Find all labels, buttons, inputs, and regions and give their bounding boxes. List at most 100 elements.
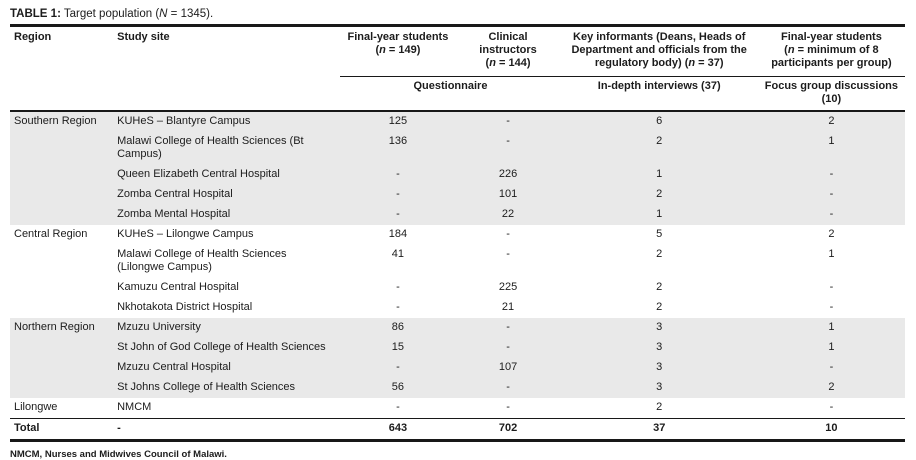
table-footnote: NMCM, Nurses and Midwives Council of Mal… xyxy=(10,449,227,460)
value-cell: - xyxy=(340,358,456,378)
value-cell: 1 xyxy=(757,338,905,358)
study-site-cell: KUHeS – Lilongwe Campus xyxy=(117,228,254,240)
table-row: Malawi College of Health Sciences (Lilon… xyxy=(10,245,905,278)
table-row: Zomba Central Hospital - 101 2 - xyxy=(10,185,905,205)
table-title-text-end: = 1345). xyxy=(167,8,214,20)
value-cell: 2 xyxy=(560,185,758,205)
value-cell: 21 xyxy=(501,301,515,313)
value-cell: 56 xyxy=(340,378,456,398)
value-cell: 2 xyxy=(757,111,905,132)
region-cell xyxy=(10,338,114,358)
value-cell: 86 xyxy=(340,318,456,338)
value-cell: 225 xyxy=(498,281,518,293)
value-cell: - xyxy=(506,248,510,260)
table-row: Malawi College of Health Sciences (Bt Ca… xyxy=(10,132,905,165)
total-value-cell: 702 xyxy=(455,418,561,442)
value-cell: - xyxy=(396,281,400,293)
subheader-indepth-interviews: In-depth interviews (37) xyxy=(560,76,758,112)
col-header-final-year-students: Final-year students (n = 149) xyxy=(340,27,456,77)
value-cell: - xyxy=(340,205,456,225)
table-row: Northern Region Mzuzu University 86 - 3 … xyxy=(10,318,905,338)
total-value-cell: 10 xyxy=(757,418,905,442)
table-row: Lilongwe NMCM - - 2 - xyxy=(10,398,905,419)
value-cell: 1 xyxy=(560,205,758,225)
value-cell: 2 xyxy=(757,378,905,398)
col-header-focus-group-students: Final-year students (n = minimum of 8 pa… xyxy=(757,27,905,77)
table-row: Mzuzu Central Hospital - 107 3 - xyxy=(10,358,905,378)
table-title-n-variable: N xyxy=(159,8,168,20)
target-population-table: Region Study site Final-year students (n… xyxy=(10,27,905,442)
study-site-cell: Zomba Mental Hospital xyxy=(113,205,341,225)
value-cell: 5 xyxy=(656,228,663,240)
region-cell xyxy=(10,378,114,398)
total-row: Total - 643 702 37 10 xyxy=(10,418,905,442)
value-cell: 1 xyxy=(757,318,905,338)
value-cell: - xyxy=(757,185,905,205)
value-cell: - xyxy=(506,401,510,413)
region-cell xyxy=(10,358,114,378)
value-cell: 2 xyxy=(656,281,663,293)
value-cell: 101 xyxy=(455,185,561,205)
total-label: Total xyxy=(10,418,114,442)
value-cell: 2 xyxy=(656,301,663,313)
study-site-cell: Malawi College of Health Sciences (Lilon… xyxy=(117,248,287,273)
table-title-text: Target population ( xyxy=(60,8,160,20)
study-site-cell: Kamuzu Central Hospital xyxy=(117,281,239,293)
study-site-cell: Mzuzu University xyxy=(113,318,341,338)
value-cell: 184 xyxy=(388,228,408,240)
col-header-clinical-instructors: Clinical instructors (n = 144) xyxy=(455,27,561,77)
value-cell: - xyxy=(340,185,456,205)
region-cell xyxy=(10,165,114,185)
col-header-key-informants: Key informants (Deans, Heads of Departme… xyxy=(560,27,758,77)
value-cell: - xyxy=(506,228,510,240)
header-line: Clinical instructors xyxy=(479,31,537,56)
value-cell: 2 xyxy=(828,228,835,240)
total-value-cell: 643 xyxy=(340,418,456,442)
subheader-questionnaire: Questionnaire xyxy=(340,76,561,112)
region-cell xyxy=(10,245,113,278)
table-row: Central Region KUHeS – Lilongwe Campus 1… xyxy=(10,225,905,245)
header-line: Final-year students xyxy=(780,31,882,43)
value-cell: - xyxy=(829,281,834,293)
value-cell: 2 xyxy=(560,132,758,165)
table-row: Kamuzu Central Hospital - 225 2 - xyxy=(10,278,905,298)
study-site-cell: Mzuzu Central Hospital xyxy=(113,358,341,378)
col-header-study-site: Study site xyxy=(113,27,341,112)
value-cell: - xyxy=(757,358,905,378)
value-cell: - xyxy=(340,165,456,185)
header-line: Final-year students xyxy=(347,31,449,43)
study-site-cell: St Johns College of Health Sciences xyxy=(113,378,341,398)
value-cell: - xyxy=(757,165,905,185)
study-site-cell: KUHeS – Blantyre Campus xyxy=(113,111,341,132)
region-cell xyxy=(10,205,114,225)
table-title-label: TABLE 1: xyxy=(10,8,61,20)
column-header-row: Region Study site Final-year students (n… xyxy=(10,27,905,112)
value-cell: 15 xyxy=(340,338,456,358)
value-cell: 3 xyxy=(560,338,758,358)
value-cell: 226 xyxy=(455,165,561,185)
table-row: Nkhotakota District Hospital - 21 2 - xyxy=(10,298,905,318)
value-cell: - xyxy=(396,301,400,313)
value-cell: 1 xyxy=(757,132,905,165)
table-title: TABLE 1: Target population (N = 1345). xyxy=(10,7,905,27)
value-cell: - xyxy=(455,378,561,398)
study-site-cell: Malawi College of Health Sciences (Bt Ca… xyxy=(113,132,341,165)
col-header-region: Region xyxy=(10,27,114,112)
region-cell xyxy=(10,132,114,165)
table-row: Zomba Mental Hospital - 22 1 - xyxy=(10,205,905,225)
region-cell: Northern Region xyxy=(10,318,114,338)
value-cell: 6 xyxy=(560,111,758,132)
value-cell: 136 xyxy=(340,132,456,165)
total-value-cell: 37 xyxy=(560,418,758,442)
header-line: Key informants (Deans, Heads of xyxy=(573,31,746,43)
value-cell: - xyxy=(455,111,561,132)
header-line: (n = 144) xyxy=(485,57,531,69)
table-row: Queen Elizabeth Central Hospital - 226 1… xyxy=(10,165,905,185)
region-cell: Central Region xyxy=(14,228,88,240)
value-cell: 3 xyxy=(560,378,758,398)
header-line: (n = minimum of 8 xyxy=(784,44,879,56)
region-cell xyxy=(10,298,113,318)
header-line: (n = 149) xyxy=(375,44,421,56)
value-cell: - xyxy=(829,401,834,413)
study-site-cell: St John of God College of Health Science… xyxy=(113,338,341,358)
